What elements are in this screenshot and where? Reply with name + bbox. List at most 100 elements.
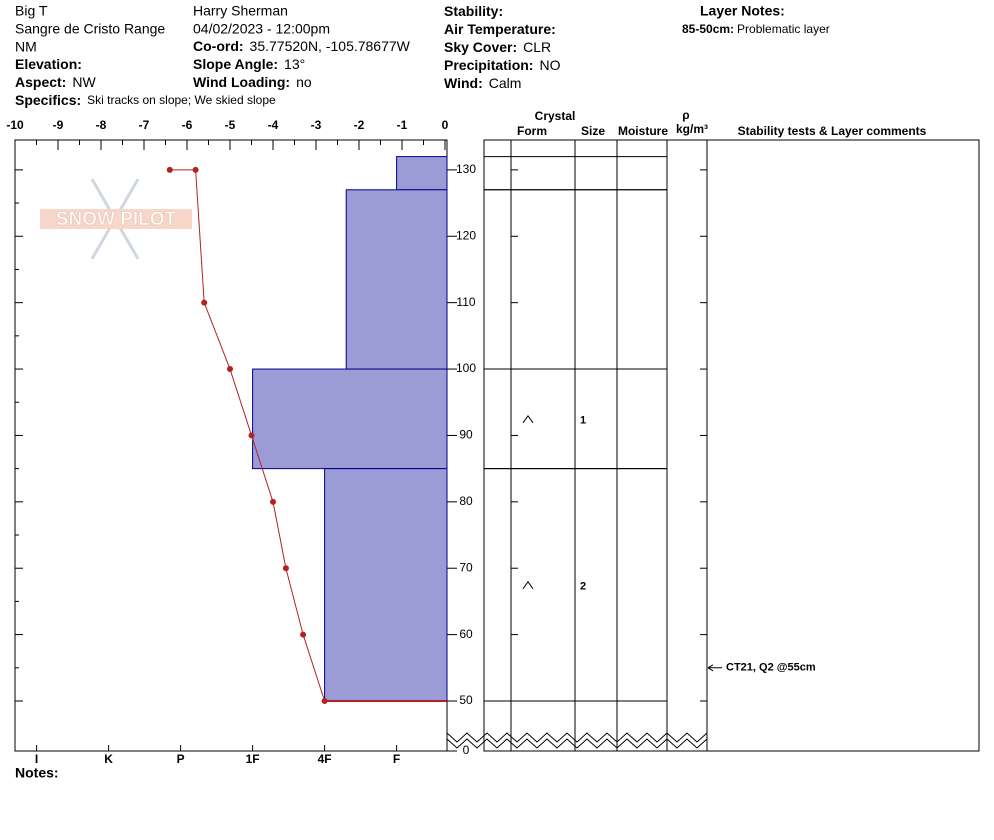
height-tick-label: 50 [459,693,473,707]
hardness-bar [252,368,448,470]
temp-tick-label: -4 [268,118,279,132]
temp-tick-label: -10 [6,118,24,132]
field-label: Elevation: [15,56,82,72]
field: Air Temperature: [444,21,556,37]
hardness-tick-label: 1F [246,752,260,766]
site-text: NM [15,39,37,55]
height-tick-label: 60 [459,627,473,641]
field: Sky Cover: CLR [444,39,551,55]
field-value: no [296,74,312,90]
logo-band [40,209,192,229]
column-header: ρ [682,108,689,122]
field-value: Calm [489,75,522,91]
column-header: Form [517,124,547,138]
field: Precipitation: NO [444,57,561,73]
field-label: Aspect: [15,74,66,90]
crystal-form [522,580,534,590]
axis-break [446,738,708,749]
column-header: Size [581,124,605,138]
field: Stability: [444,3,503,19]
temperature-point [248,432,255,439]
hardness-bar [345,189,448,370]
height-tick-label: 70 [459,560,473,574]
temp-tick-label: -6 [182,118,193,132]
field-label: Slope Angle: [193,56,278,72]
logo: SNOW PILOT [40,178,192,260]
temp-tick-label: 0 [442,118,449,132]
field-label: Wind: [444,75,483,91]
field: Elevation: [15,56,82,72]
column-header: Crystal [535,109,576,123]
layer-notes-title: Layer Notes: [700,3,785,19]
temperature-point [282,565,289,572]
layer-note: 85-50cm: Problematic layer [682,22,830,36]
hardness-tick-label: F [393,752,400,766]
hardness-tick-label: K [104,752,113,766]
test-arrow [707,664,722,672]
field: Wind: Calm [444,75,521,91]
site-text: Sangre de Cristo Range [15,21,165,37]
column-header: Moisture [618,124,668,138]
temperature-point [227,366,233,373]
hardness-tick-label: 4F [318,752,332,766]
height-tick-label: 130 [456,162,476,176]
column-header: kg/m³ [676,122,708,136]
temperature-point [321,698,328,704]
temp-tick-label: -2 [354,118,365,132]
height-tick-label: 80 [459,494,473,508]
field: Aspect: NW [15,74,96,90]
crystal-size: 2 [580,581,586,593]
temp-tick-label: -9 [53,118,64,132]
temperature-point [270,498,276,505]
height-tick-label: 0 [463,743,470,757]
temp-tick-label: -3 [311,118,322,132]
hardness-tick-label: I [35,752,38,766]
field-value: Ski tracks on slope; We skied slope [87,93,276,107]
field-label: Sky Cover: [444,39,517,55]
field: Co-ord: 35.77520N, -105.78677W [193,38,411,54]
field-label: Specifics: [15,92,81,108]
note-text: Problematic layer [737,22,830,36]
column-header: Stability tests & Layer comments [738,124,927,138]
field: Slope Angle: 13° [193,56,305,72]
field: Wind Loading: no [193,74,312,90]
height-tick-label: 120 [456,228,476,242]
field-value: CLR [523,39,551,55]
test-label: CT21, Q2 @55cm [726,662,816,674]
note-range: 85-50cm: [682,22,734,36]
logo-text: SNOW PILOT [56,209,177,230]
hardness-bar [396,156,448,191]
temp-tick-label: -7 [139,118,150,132]
field-label: Co-ord: [193,38,244,54]
field: Specifics: Ski tracks on slope; We skied … [15,92,276,108]
field-label: Air Temperature: [444,21,556,37]
field-label: Precipitation: [444,57,533,73]
field-value: NO [539,57,560,73]
field-value: 35.77520N, -105.78677W [250,38,411,54]
hardness-bar [324,468,448,702]
field-value: 13° [284,56,305,72]
temperature-point [300,631,307,638]
height-tick-label: 110 [456,295,475,309]
field-label: Stability: [444,3,503,19]
temp-tick-label: -8 [96,118,107,132]
temp-tick-label: -5 [225,118,236,132]
layer-table-frame [483,139,980,752]
datetime: 04/02/2023 - 12:00pm [193,21,330,37]
crystal-form [522,414,534,424]
field-label: Wind Loading: [193,74,290,90]
observer: Harry Sherman [193,3,288,19]
temperature-point [166,166,173,173]
temp-tick-label: -1 [397,118,408,132]
height-tick-label: 90 [459,428,473,442]
height-tick-label: 100 [456,361,476,375]
field-value: NW [72,74,96,90]
site-text: Big T [15,3,48,19]
crystal-size: 1 [580,415,586,427]
temperature-point [201,299,208,306]
axis-break [446,732,708,743]
notes-label: Notes: [15,765,59,781]
temperature-point [192,166,199,173]
hardness-tick-label: P [177,752,185,766]
